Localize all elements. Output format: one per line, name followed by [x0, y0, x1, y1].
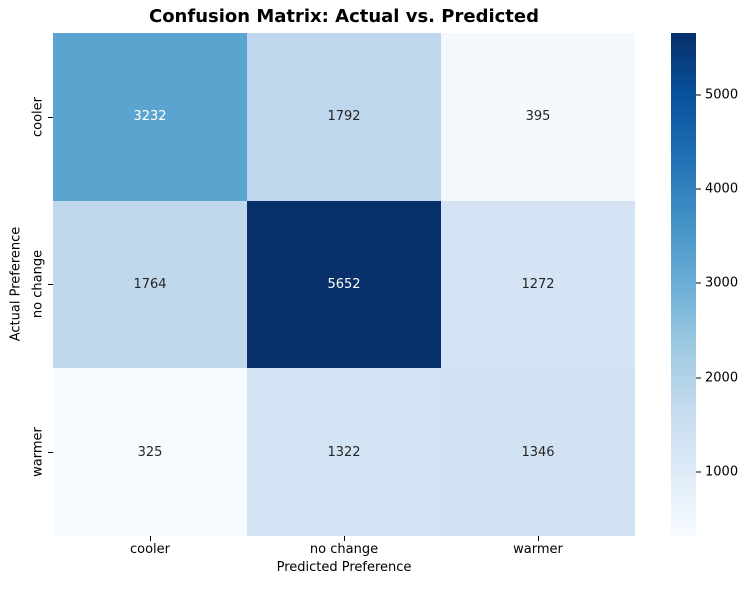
heatmap-cell-nochange-nochange: 5652 [247, 200, 441, 369]
x-tick-label-warmer: warmer [513, 542, 563, 557]
colorbar-tick-3000: 3000 [696, 277, 738, 290]
y-tick-mark [48, 452, 53, 453]
cell-value: 395 [525, 109, 551, 125]
colorbar-tick-mark [696, 282, 701, 284]
chart-title: Confusion Matrix: Actual vs. Predicted [148, 6, 539, 27]
heatmap-cell-warmer-nochange: 1322 [247, 368, 441, 536]
colorbar-gradient [671, 33, 696, 536]
heatmap-cell-nochange-cooler: 1764 [53, 200, 247, 369]
colorbar-tick-4000: 4000 [696, 183, 738, 196]
y-tick-mark [48, 117, 53, 118]
cell-value: 1346 [521, 444, 555, 460]
y-axis-label: Actual Preference [8, 226, 24, 342]
y-tick-label-warmer: warmer [30, 427, 46, 477]
cell-value: 1322 [327, 444, 361, 460]
colorbar-tick-mark [696, 188, 701, 190]
colorbar-tick-mark [696, 471, 701, 473]
y-tick-label-cooler: cooler [30, 96, 46, 138]
heatmap-cell-cooler-cooler: 3232 [53, 33, 247, 201]
colorbar: 1000 2000 3000 4000 5000 [671, 33, 738, 536]
cell-value: 3232 [133, 109, 167, 125]
x-axis-label: Predicted Preference [276, 560, 412, 575]
heatmap-cell-warmer-cooler: 325 [53, 368, 247, 536]
x-tick-mark [150, 536, 151, 541]
cell-value: 5652 [327, 276, 361, 292]
colorbar-tick-label: 2000 [705, 370, 739, 386]
heatmap-cell-cooler-warmer: 395 [441, 33, 635, 201]
y-tick-mark [48, 284, 53, 285]
colorbar-tick-label: 4000 [705, 181, 739, 197]
colorbar-tick-1000: 1000 [696, 466, 738, 479]
cell-value: 1272 [521, 276, 555, 292]
heatmap-cell-cooler-nochange: 1792 [247, 33, 441, 201]
cell-value: 325 [137, 444, 163, 460]
x-tick-label-cooler: cooler [129, 542, 171, 557]
colorbar-tick-label: 5000 [705, 87, 739, 103]
heatmap-grid: 3232 1792 395 1764 5652 1272 325 1322 13… [53, 33, 635, 536]
colorbar-tick-label: 3000 [705, 275, 739, 291]
x-tick-mark [344, 536, 345, 541]
x-tick-label-nochange: no change [309, 542, 379, 557]
cell-value: 1792 [327, 109, 361, 125]
x-tick-mark [538, 536, 539, 541]
colorbar-tick-2000: 2000 [696, 371, 738, 384]
heatmap-cell-nochange-warmer: 1272 [441, 200, 635, 369]
colorbar-tick-label: 1000 [705, 464, 739, 480]
y-tick-label-nochange: no change [30, 249, 46, 319]
heatmap-cell-warmer-warmer: 1346 [441, 368, 635, 536]
colorbar-tick-5000: 5000 [696, 88, 738, 101]
colorbar-tick-mark [696, 94, 701, 96]
cell-value: 1764 [133, 276, 167, 292]
colorbar-tick-mark [696, 377, 701, 379]
